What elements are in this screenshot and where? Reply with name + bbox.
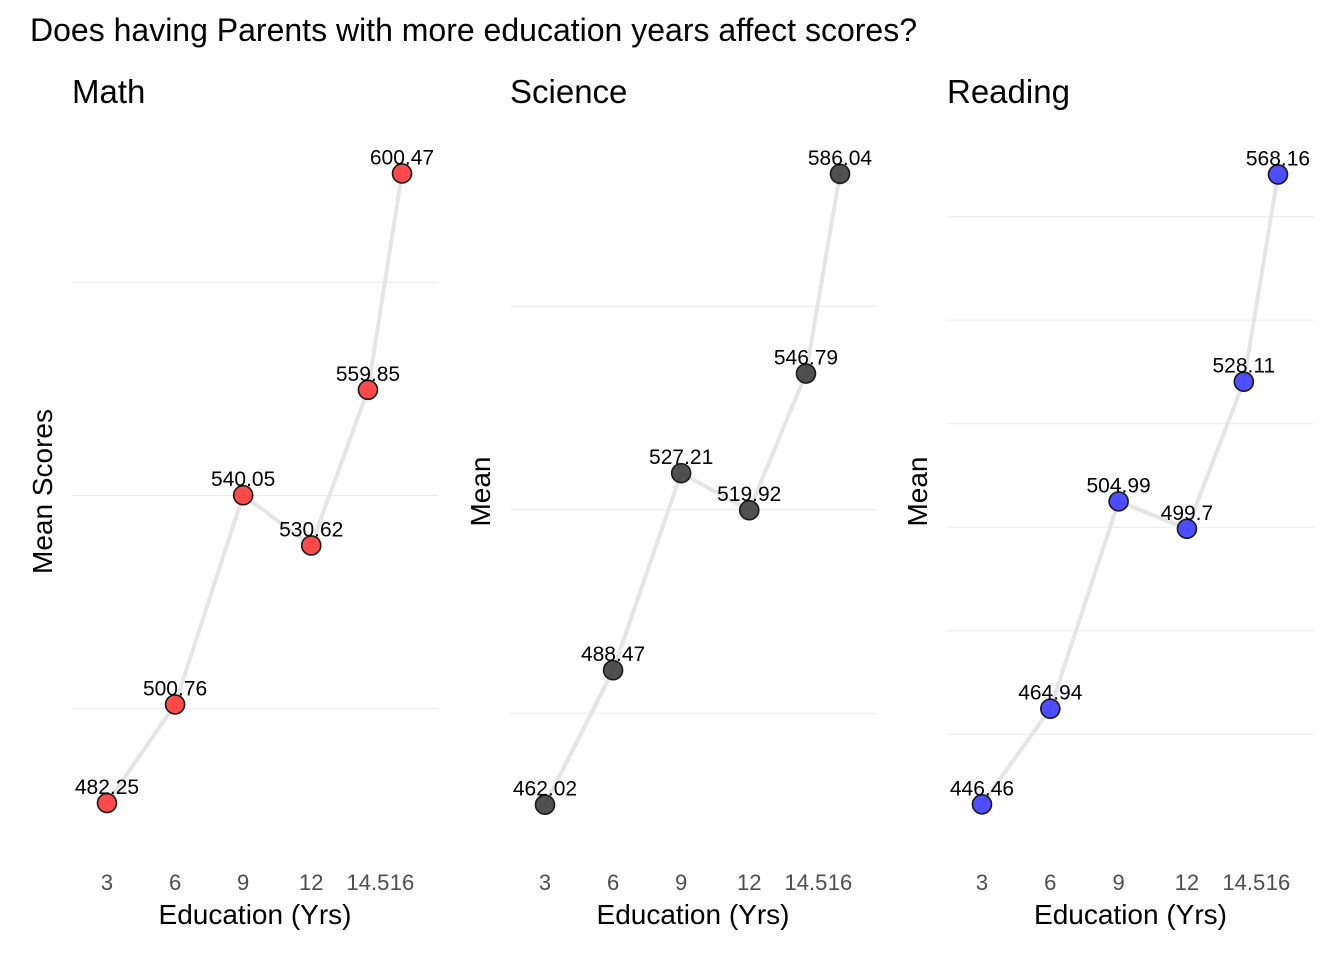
x-tick-label: 12 (737, 870, 761, 895)
data-point (232, 484, 254, 506)
panel-math: Math Mean Scores 3 6 9 12 14.5 16 Education (Yrs… (27, 73, 438, 930)
data-point (534, 794, 556, 816)
x-tick-label: 12 (1175, 870, 1199, 895)
data-label: 464.94 (1018, 682, 1083, 705)
x-tick-label: 9 (1112, 870, 1124, 895)
data-point (602, 659, 624, 681)
x-tick-label: 6 (1044, 870, 1056, 895)
x-axis-title: Education (Yrs) (597, 899, 790, 930)
x-tick-label: 14.5 (347, 870, 390, 895)
panel-title: Reading (947, 73, 1070, 110)
x-tick-label: 14.5 (785, 870, 828, 895)
data-point (164, 694, 186, 715)
data-label: 568.16 (1246, 147, 1310, 170)
data-point (1108, 491, 1129, 512)
data-label: 527.21 (649, 446, 713, 469)
data-point (971, 794, 993, 815)
series-line (105, 171, 404, 806)
data-label: 559.85 (336, 363, 400, 386)
data-label: 540.05 (211, 468, 275, 491)
x-tick-label: 9 (237, 870, 249, 895)
data-point (357, 379, 379, 401)
data-point (391, 163, 413, 184)
data-point (1233, 371, 1255, 393)
series-line (543, 171, 842, 807)
y-axis-title: Mean (902, 456, 933, 526)
x-tick-label: 16 (390, 870, 414, 895)
panel-science: Science Mean 3 6 9 12 14.5 16 Education (Yrs) 462… (465, 73, 876, 930)
data-label: 499.7 (1161, 502, 1214, 525)
data-label: 504.99 (1086, 474, 1150, 497)
x-tick-label: 6 (607, 870, 619, 895)
y-axis-title: Mean (465, 456, 496, 526)
data-point (1040, 698, 1061, 719)
data-label: 500.76 (143, 677, 207, 700)
data-point (1267, 164, 1289, 185)
data-label: 482.25 (75, 776, 139, 799)
x-axis-title: Education (Yrs) (1034, 899, 1227, 930)
data-label: 528.11 (1213, 355, 1276, 378)
data-point (300, 535, 322, 556)
data-label: 488.47 (581, 643, 645, 666)
data-label: 586.04 (808, 147, 873, 170)
panel-title: Science (510, 73, 627, 110)
x-tick-label: 6 (169, 870, 181, 895)
data-label: 530.62 (279, 518, 343, 541)
data-point (829, 163, 851, 185)
x-tick-label: 3 (976, 870, 988, 895)
x-tick-label: 16 (828, 870, 852, 895)
x-tick-label: 9 (675, 870, 687, 895)
x-tick-label: 16 (1266, 870, 1290, 895)
data-label: 462.02 (513, 778, 577, 801)
x-axis-title: Education (Yrs) (159, 899, 352, 930)
x-tick-label: 12 (299, 870, 323, 895)
data-point (1176, 518, 1198, 540)
data-label: 519.92 (717, 483, 781, 506)
data-point (738, 499, 760, 521)
y-axis-title: Mean Scores (27, 409, 58, 574)
data-label: 600.47 (370, 146, 434, 169)
x-tick-label: 3 (101, 870, 113, 895)
panel-reading: Reading Mean 3 6 9 12 14.5 16 Education (Yrs) 446… (902, 73, 1314, 930)
x-tick-label: 3 (539, 870, 551, 895)
data-point (96, 792, 118, 814)
panel-title: Math (72, 73, 145, 110)
data-label: 446.46 (950, 777, 1014, 800)
data-label: 546.79 (774, 347, 838, 370)
data-point (795, 363, 817, 384)
data-point (670, 462, 692, 484)
chart-title: Does having Parents with more education … (30, 12, 917, 48)
x-tick-label: 14.5 (1222, 870, 1265, 895)
series-line (980, 172, 1280, 807)
